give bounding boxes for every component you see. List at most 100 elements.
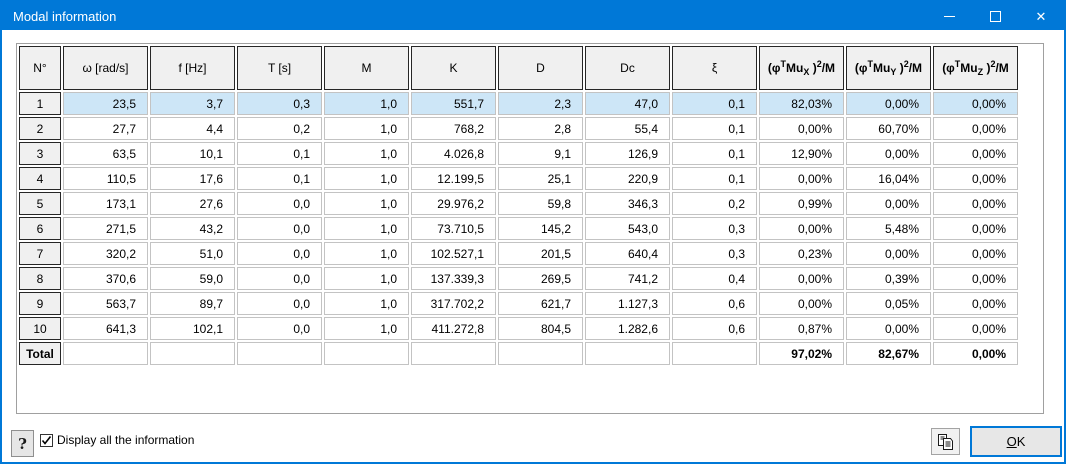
table-row[interactable]: 10 641,3 102,1 0,0 1,0 411.272,8 804,5 1.282,6 0… bbox=[19, 317, 1018, 340]
value-cell[interactable]: 804,5 bbox=[498, 317, 583, 340]
value-cell[interactable] bbox=[672, 342, 757, 365]
value-cell[interactable]: 0,00% bbox=[933, 292, 1018, 315]
row-number-cell[interactable]: 4 bbox=[19, 167, 61, 190]
value-cell[interactable]: 0,00% bbox=[846, 142, 931, 165]
value-cell[interactable]: 47,0 bbox=[585, 92, 670, 115]
value-cell[interactable]: 0,0 bbox=[237, 267, 322, 290]
value-cell[interactable]: 10,1 bbox=[150, 142, 235, 165]
row-number-cell[interactable]: Total bbox=[19, 342, 61, 365]
value-cell[interactable]: 0,00% bbox=[933, 92, 1018, 115]
value-cell[interactable]: 137.339,3 bbox=[411, 267, 496, 290]
table-row[interactable]: 5 173,1 27,6 0,0 1,0 29.976,2 59,8 346,3 0,2 0,99… bbox=[19, 192, 1018, 215]
value-cell[interactable]: 0,00% bbox=[846, 92, 931, 115]
value-cell[interactable]: 1,0 bbox=[324, 317, 409, 340]
copy-button[interactable] bbox=[931, 428, 960, 455]
value-cell[interactable]: 0,0 bbox=[237, 192, 322, 215]
value-cell[interactable]: 1,0 bbox=[324, 117, 409, 140]
value-cell[interactable]: 0,00% bbox=[933, 267, 1018, 290]
value-cell[interactable]: 0,00% bbox=[933, 117, 1018, 140]
value-cell[interactable]: 0,1 bbox=[237, 142, 322, 165]
close-button[interactable]: ✕ bbox=[1018, 2, 1064, 30]
value-cell[interactable]: 0,00% bbox=[759, 217, 844, 240]
value-cell[interactable]: 641,3 bbox=[63, 317, 148, 340]
value-cell[interactable]: 12.199,5 bbox=[411, 167, 496, 190]
table-row[interactable]: 9 563,7 89,7 0,0 1,0 317.702,2 621,7 1.127,3 0,6… bbox=[19, 292, 1018, 315]
value-cell[interactable]: 0,1 bbox=[237, 167, 322, 190]
value-cell[interactable]: 0,3 bbox=[237, 92, 322, 115]
value-cell[interactable]: 0,00% bbox=[933, 317, 1018, 340]
value-cell[interactable]: 0,99% bbox=[759, 192, 844, 215]
value-cell[interactable]: 0,23% bbox=[759, 242, 844, 265]
value-cell[interactable]: 0,0 bbox=[237, 217, 322, 240]
row-number-cell[interactable]: 10 bbox=[19, 317, 61, 340]
value-cell[interactable]: 0,00% bbox=[933, 342, 1018, 365]
value-cell[interactable]: 621,7 bbox=[498, 292, 583, 315]
value-cell[interactable]: 0,00% bbox=[846, 317, 931, 340]
value-cell[interactable] bbox=[411, 342, 496, 365]
value-cell[interactable]: 110,5 bbox=[63, 167, 148, 190]
value-cell[interactable]: 1.127,3 bbox=[585, 292, 670, 315]
table-row[interactable]: 7 320,2 51,0 0,0 1,0 102.527,1 201,5 640,4 0,3 0,… bbox=[19, 242, 1018, 265]
table-row[interactable]: 3 63,5 10,1 0,1 1,0 4.026,8 9,1 126,9 0,1 12,90% 0… bbox=[19, 142, 1018, 165]
row-number-cell[interactable]: 2 bbox=[19, 117, 61, 140]
value-cell[interactable]: 320,2 bbox=[63, 242, 148, 265]
value-cell[interactable]: 2,3 bbox=[498, 92, 583, 115]
value-cell[interactable]: 82,67% bbox=[846, 342, 931, 365]
value-cell[interactable]: 29.976,2 bbox=[411, 192, 496, 215]
value-cell[interactable]: 0,1 bbox=[672, 117, 757, 140]
value-cell[interactable]: 1,0 bbox=[324, 217, 409, 240]
value-cell[interactable]: 0,00% bbox=[933, 217, 1018, 240]
value-cell[interactable]: 1,0 bbox=[324, 142, 409, 165]
value-cell[interactable]: 346,3 bbox=[585, 192, 670, 215]
value-cell[interactable]: 0,00% bbox=[933, 242, 1018, 265]
value-cell[interactable] bbox=[585, 342, 670, 365]
value-cell[interactable]: 55,4 bbox=[585, 117, 670, 140]
value-cell[interactable]: 0,00% bbox=[933, 192, 1018, 215]
value-cell[interactable]: 0,0 bbox=[237, 242, 322, 265]
value-cell[interactable]: 25,1 bbox=[498, 167, 583, 190]
value-cell[interactable]: 60,70% bbox=[846, 117, 931, 140]
value-cell[interactable]: 741,2 bbox=[585, 267, 670, 290]
value-cell[interactable]: 1,0 bbox=[324, 192, 409, 215]
value-cell[interactable]: 1,0 bbox=[324, 242, 409, 265]
value-cell[interactable]: 0,1 bbox=[672, 167, 757, 190]
value-cell[interactable]: 1,0 bbox=[324, 267, 409, 290]
value-cell[interactable]: 0,0 bbox=[237, 292, 322, 315]
value-cell[interactable]: 17,6 bbox=[150, 167, 235, 190]
value-cell[interactable]: 63,5 bbox=[63, 142, 148, 165]
value-cell[interactable]: 102.527,1 bbox=[411, 242, 496, 265]
value-cell[interactable]: 23,5 bbox=[63, 92, 148, 115]
value-cell[interactable]: 43,2 bbox=[150, 217, 235, 240]
value-cell[interactable]: 102,1 bbox=[150, 317, 235, 340]
value-cell[interactable]: 0,3 bbox=[672, 242, 757, 265]
value-cell[interactable] bbox=[150, 342, 235, 365]
value-cell[interactable]: 370,6 bbox=[63, 267, 148, 290]
value-cell[interactable]: 1,0 bbox=[324, 167, 409, 190]
value-cell[interactable]: 0,6 bbox=[672, 292, 757, 315]
ok-button[interactable]: OK bbox=[970, 426, 1062, 457]
value-cell[interactable]: 2,8 bbox=[498, 117, 583, 140]
value-cell[interactable]: 1.282,6 bbox=[585, 317, 670, 340]
value-cell[interactable]: 0,1 bbox=[672, 92, 757, 115]
total-row[interactable]: Total 97,02% 82,67% 0,00% bbox=[19, 342, 1018, 365]
value-cell[interactable] bbox=[324, 342, 409, 365]
value-cell[interactable]: 5,48% bbox=[846, 217, 931, 240]
value-cell[interactable]: 0,05% bbox=[846, 292, 931, 315]
value-cell[interactable]: 640,4 bbox=[585, 242, 670, 265]
value-cell[interactable]: 59,8 bbox=[498, 192, 583, 215]
row-number-cell[interactable]: 5 bbox=[19, 192, 61, 215]
value-cell[interactable]: 0,6 bbox=[672, 317, 757, 340]
value-cell[interactable]: 0,2 bbox=[672, 192, 757, 215]
value-cell[interactable]: 411.272,8 bbox=[411, 317, 496, 340]
table-row[interactable]: 8 370,6 59,0 0,0 1,0 137.339,3 269,5 741,2 0,4 0,… bbox=[19, 267, 1018, 290]
value-cell[interactable]: 27,7 bbox=[63, 117, 148, 140]
value-cell[interactable]: 59,0 bbox=[150, 267, 235, 290]
value-cell[interactable]: 317.702,2 bbox=[411, 292, 496, 315]
row-number-cell[interactable]: 7 bbox=[19, 242, 61, 265]
value-cell[interactable]: 173,1 bbox=[63, 192, 148, 215]
value-cell[interactable]: 4,4 bbox=[150, 117, 235, 140]
value-cell[interactable] bbox=[63, 342, 148, 365]
value-cell[interactable]: 0,00% bbox=[759, 292, 844, 315]
value-cell[interactable]: 0,00% bbox=[933, 167, 1018, 190]
table-row[interactable]: 1 23,5 3,7 0,3 1,0 551,7 2,3 47,0 0,1 82,03% 0,00%… bbox=[19, 92, 1018, 115]
